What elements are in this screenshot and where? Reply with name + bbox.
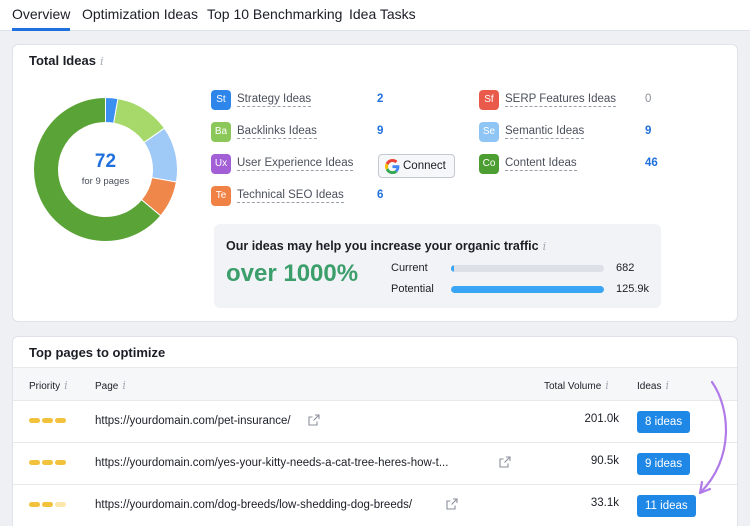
top-pages-title: Top pages to optimize bbox=[29, 345, 166, 360]
total-volume: 201.0k bbox=[584, 413, 619, 425]
page-url-link[interactable]: https://yourdomain.com/dog-breeds/low-sh… bbox=[95, 499, 413, 511]
semantic-badge-icon: Se bbox=[479, 122, 499, 142]
tab-idea-tasks[interactable]: Idea Tasks bbox=[349, 6, 416, 22]
serp-features-ideas-link[interactable]: SERP Features Ideas bbox=[505, 93, 617, 107]
tab-top-10-benchmarking[interactable]: Top 10 Benchmarking bbox=[207, 6, 343, 22]
external-link-icon[interactable] bbox=[308, 414, 320, 426]
current-traffic-fill bbox=[451, 265, 455, 272]
current-traffic-bar bbox=[451, 265, 604, 272]
potential-traffic-bar bbox=[451, 286, 604, 293]
idea-strategy: St Strategy Ideas 2 bbox=[211, 90, 391, 110]
ideas-donut-chart: 72 for 9 pages bbox=[33, 96, 178, 242]
info-icon[interactable]: i bbox=[122, 379, 126, 392]
potential-traffic-fill bbox=[451, 286, 604, 293]
idea-backlinks: Ba Backlinks Ideas 9 bbox=[211, 122, 391, 142]
donut-center: 72 for 9 pages bbox=[33, 151, 178, 187]
idea-serp-features: Sf SERP Features Ideas 0 bbox=[479, 90, 669, 110]
total-volume: 90.5k bbox=[590, 455, 619, 467]
donut-svg bbox=[33, 96, 178, 242]
organic-traffic-box: Our ideas may help you increase your org… bbox=[214, 224, 661, 308]
serp-features-badge-icon: Sf bbox=[479, 90, 499, 110]
col-ideas[interactable]: Ideas i bbox=[637, 379, 669, 392]
total-ideas-title: Total Ideas i bbox=[29, 53, 103, 68]
total-volume: 33.1k bbox=[590, 497, 619, 509]
tab-optimization-ideas[interactable]: Optimization Ideas bbox=[82, 6, 198, 22]
tab-overview[interactable]: Overview bbox=[12, 6, 71, 31]
current-traffic-value: 682 bbox=[616, 262, 635, 274]
total-ideas-subtitle: for 9 pages bbox=[81, 176, 130, 187]
traffic-increase: over 1000% bbox=[226, 260, 359, 287]
content-ideas-count: 46 bbox=[645, 157, 658, 169]
strategy-ideas-link[interactable]: Strategy Ideas bbox=[237, 93, 312, 107]
table-row: https://yourdomain.com/pet-insurance/ 20… bbox=[13, 401, 737, 443]
col-ideas-label: Ideas bbox=[637, 381, 662, 392]
idea-technical-seo: Te Technical SEO Ideas 6 bbox=[211, 186, 391, 206]
google-icon bbox=[385, 159, 400, 174]
ideas-button[interactable]: 8 ideas bbox=[637, 411, 691, 433]
potential-label: Potential bbox=[391, 283, 434, 295]
serp-features-ideas-count: 0 bbox=[645, 93, 652, 105]
current-label: Current bbox=[391, 262, 428, 274]
technical-seo-badge-icon: Te bbox=[211, 186, 231, 206]
total-ideas-count: 72 bbox=[94, 151, 117, 172]
backlinks-ideas-link[interactable]: Backlinks Ideas bbox=[237, 125, 317, 139]
content-ideas-link[interactable]: Content Ideas bbox=[505, 157, 577, 171]
table-header: Priority i Page i Total Volume i Ideas i bbox=[13, 367, 737, 401]
table-row: https://yourdomain.com/yes-your-kitty-ne… bbox=[13, 443, 737, 485]
idea-content: Co Content Ideas 46 bbox=[479, 154, 669, 174]
user-experience-badge-icon: Ux bbox=[211, 154, 231, 174]
info-icon[interactable]: i bbox=[542, 240, 547, 253]
external-link-icon[interactable] bbox=[446, 498, 458, 510]
connect-label: Connect bbox=[403, 160, 446, 172]
ideas-button[interactable]: 9 ideas bbox=[637, 453, 691, 475]
page-url-link[interactable]: https://yourdomain.com/pet-insurance/ bbox=[95, 415, 291, 427]
col-priority-label: Priority bbox=[29, 381, 61, 392]
backlinks-ideas-count: 9 bbox=[377, 125, 384, 137]
strategy-ideas-count: 2 bbox=[377, 93, 384, 105]
total-ideas-card: Total Ideas i 72 for 9 pages St Strategy … bbox=[12, 44, 738, 322]
ideas-button[interactable]: 11 ideas bbox=[637, 495, 696, 517]
potential-traffic-value: 125.9k bbox=[616, 283, 650, 295]
traffic-title: Our ideas may help you increase your org… bbox=[226, 239, 546, 253]
content-badge-icon: Co bbox=[479, 154, 499, 174]
tab-bar: Overview Optimization Ideas Top 10 Bench… bbox=[0, 0, 750, 31]
user-experience-ideas-link[interactable]: User Experience Ideas bbox=[237, 157, 354, 171]
col-total-volume-label: Total Volume bbox=[544, 381, 602, 392]
col-page[interactable]: Page i bbox=[95, 379, 126, 392]
info-icon[interactable]: i bbox=[99, 55, 104, 68]
semantic-ideas-link[interactable]: Semantic Ideas bbox=[505, 125, 585, 139]
external-link-icon[interactable] bbox=[499, 456, 511, 468]
donut-slice[interactable] bbox=[33, 96, 162, 242]
backlinks-badge-icon: Ba bbox=[211, 122, 231, 142]
page-url-link[interactable]: https://yourdomain.com/yes-your-kitty-ne… bbox=[95, 457, 449, 469]
col-page-label: Page bbox=[95, 381, 119, 392]
col-total-volume[interactable]: Total Volume i bbox=[544, 379, 609, 392]
col-priority[interactable]: Priority i bbox=[29, 379, 68, 392]
top-pages-card: Top pages to optimize Priority i Page i To… bbox=[12, 336, 738, 526]
idea-semantic: Se Semantic Ideas 9 bbox=[479, 122, 669, 142]
connect-google-button[interactable]: Connect bbox=[378, 154, 455, 178]
table-row: https://yourdomain.com/dog-breeds/low-sh… bbox=[13, 485, 737, 526]
technical-seo-ideas-count: 6 bbox=[377, 189, 384, 201]
idea-user-experience: Ux User Experience Ideas bbox=[211, 154, 371, 174]
info-icon[interactable]: i bbox=[665, 379, 669, 392]
traffic-title-text: Our ideas may help you increase your org… bbox=[226, 239, 539, 253]
info-icon[interactable]: i bbox=[605, 379, 609, 392]
semantic-ideas-count: 9 bbox=[645, 125, 652, 137]
strategy-badge-icon: St bbox=[211, 90, 231, 110]
info-icon[interactable]: i bbox=[64, 379, 68, 392]
total-ideas-title-text: Total Ideas bbox=[29, 53, 96, 68]
technical-seo-ideas-link[interactable]: Technical SEO Ideas bbox=[237, 189, 344, 203]
